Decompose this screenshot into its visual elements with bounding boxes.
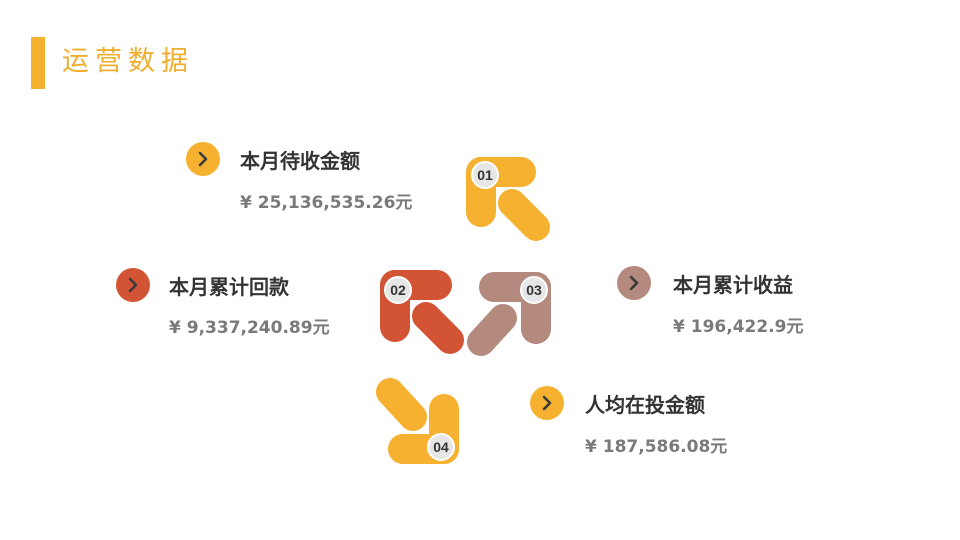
badge-01-label: 01 xyxy=(477,167,493,183)
title-accent-bar xyxy=(31,37,45,89)
arrow-04: 04 xyxy=(376,378,459,464)
badge-01 xyxy=(471,161,499,189)
badge-04-label: 04 xyxy=(433,439,449,455)
badge-03-label: 03 xyxy=(526,282,542,298)
badge-03 xyxy=(520,276,548,304)
item-4-bullet-icon xyxy=(530,386,564,420)
badge-02-label: 02 xyxy=(390,282,406,298)
item-1-label: 本月待收金额 xyxy=(240,149,360,173)
item-3-bullet-icon xyxy=(617,266,651,300)
item-1-value: ¥ 25,136,535.26元 xyxy=(240,193,413,213)
item-1-bullet-icon xyxy=(186,142,220,176)
item-2-value: ¥ 9,337,240.89元 xyxy=(169,318,330,338)
item-4-value: ¥ 187,586.08元 xyxy=(585,437,728,457)
page-title: 运营数据 xyxy=(62,46,194,77)
item-2-bullet-icon xyxy=(116,268,150,302)
item-3-label: 本月累计收益 xyxy=(673,273,793,297)
badge-02 xyxy=(384,276,412,304)
arrow-01: 01 xyxy=(466,157,550,241)
badge-04 xyxy=(427,433,455,461)
item-2-label: 本月累计回款 xyxy=(169,275,289,299)
arrow-03: 03 xyxy=(467,272,551,356)
item-4-label: 人均在投金额 xyxy=(585,393,705,417)
arrow-02: 02 xyxy=(380,270,464,354)
item-3-value: ¥ 196,422.9元 xyxy=(673,317,804,337)
